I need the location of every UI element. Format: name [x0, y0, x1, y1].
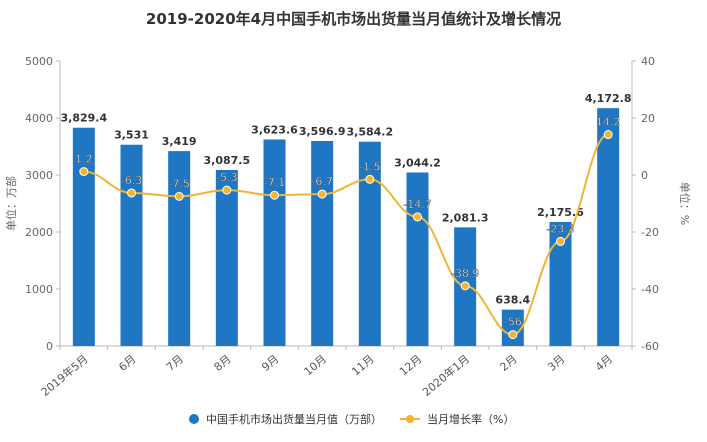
y2-tick-label-2: -20 [641, 226, 659, 239]
bar-5 [311, 140, 334, 346]
y-tick-label-5: 5000 [25, 55, 53, 68]
chart-title: 2019-2020年4月中国手机市场出货量当月值统计及增长情况 [145, 10, 562, 28]
growth-label-8: -38.9 [451, 267, 479, 280]
y-tick-label-2: 2000 [25, 226, 53, 239]
x-tick-label-0: 2019年5月 [38, 352, 91, 399]
x-tick-label-4: 9月 [259, 352, 281, 374]
x-tick-label-9: 2月 [498, 352, 520, 374]
bar-6 [358, 141, 381, 346]
growth-label-5: -6.7 [311, 175, 332, 188]
bar-label-8: 2,081.3 [442, 211, 489, 224]
growth-point-8 [460, 281, 470, 291]
growth-label-6: -1.5 [359, 160, 380, 173]
growth-label-1: -6.3 [121, 174, 142, 187]
x-tick-label-5: 10月 [302, 352, 330, 378]
bar-label-4: 3,623.6 [251, 123, 298, 136]
growth-point-2 [174, 191, 184, 201]
bar-label-10: 2,175.6 [537, 206, 584, 219]
bar-label-0: 3,829.4 [61, 112, 108, 125]
legend-line-swatch-dot [406, 415, 414, 423]
y2-tick-label-1: -40 [641, 283, 659, 296]
growth-point-10 [556, 236, 565, 246]
x-tick-label-7: 12月 [397, 352, 425, 378]
bar-label-1: 3,531 [114, 129, 149, 142]
bar-10 [549, 221, 572, 346]
x-tick-label-2: 7月 [164, 352, 186, 374]
y-tick-label-0: 0 [46, 340, 53, 353]
legend-line-label: 当月增长率（%） [427, 412, 514, 426]
growth-point-0 [79, 167, 89, 177]
y2-tick-label-5: 40 [641, 55, 655, 68]
y-tick-label-3: 3000 [25, 169, 53, 182]
bar-9 [501, 309, 524, 346]
legend-bar-swatch [189, 414, 199, 424]
bar-4 [263, 139, 286, 346]
bar-label-2: 3,419 [162, 135, 197, 148]
x-tick-label-6: 11月 [349, 352, 377, 378]
bar-11 [597, 108, 620, 347]
growth-point-7 [413, 212, 422, 222]
y2-axis-title: 单位：% [678, 182, 692, 225]
x-tick-label-11: 4月 [593, 352, 615, 374]
bar-3 [215, 170, 238, 346]
bar-label-6: 3,584.2 [347, 126, 394, 139]
y-axis-title: 单位：万部 [4, 176, 18, 231]
growth-point-4 [270, 190, 279, 200]
y-tick-label-4: 4000 [25, 112, 53, 125]
growth-point-6 [365, 174, 375, 184]
y2-tick-label-4: 20 [641, 112, 655, 125]
y2-tick-label-0: -60 [641, 340, 659, 353]
y2-tick-label-3: 0 [641, 169, 648, 182]
bar-label-11: 4,172.8 [585, 92, 632, 105]
growth-point-3 [222, 185, 232, 195]
growth-label-11: 14.2 [596, 116, 621, 129]
x-tick-label-8: 2020年1月 [419, 352, 472, 399]
bar-label-5: 3,596.9 [299, 125, 346, 138]
growth-label-4: -7.1 [264, 176, 285, 189]
x-tick-label-1: 6月 [116, 352, 138, 374]
growth-label-7: -14.7 [403, 198, 431, 211]
x-tick-label-10: 3月 [545, 352, 567, 374]
growth-point-9 [508, 330, 518, 340]
bar-2 [168, 151, 191, 346]
growth-label-0: 1.2 [75, 153, 93, 166]
growth-point-11 [603, 130, 613, 140]
y-tick-label-1: 1000 [25, 283, 53, 296]
bar-label-3: 3,087.5 [204, 154, 251, 167]
bar-1 [120, 144, 143, 346]
growth-label-3: -5.3 [216, 171, 237, 184]
growth-point-5 [317, 189, 327, 199]
growth-label-2: -7.5 [168, 177, 189, 190]
legend-bar-label: 中国手机市场出货量当月值（万部） [206, 412, 382, 426]
bar-label-9: 638.4 [495, 294, 530, 307]
growth-point-1 [127, 188, 136, 198]
x-tick-label-3: 8月 [212, 352, 234, 374]
growth-label-10: -23.3 [546, 222, 574, 235]
growth-label-9: -56 [504, 316, 522, 329]
bar-label-7: 3,044.2 [394, 156, 441, 169]
bar-0 [72, 127, 95, 346]
